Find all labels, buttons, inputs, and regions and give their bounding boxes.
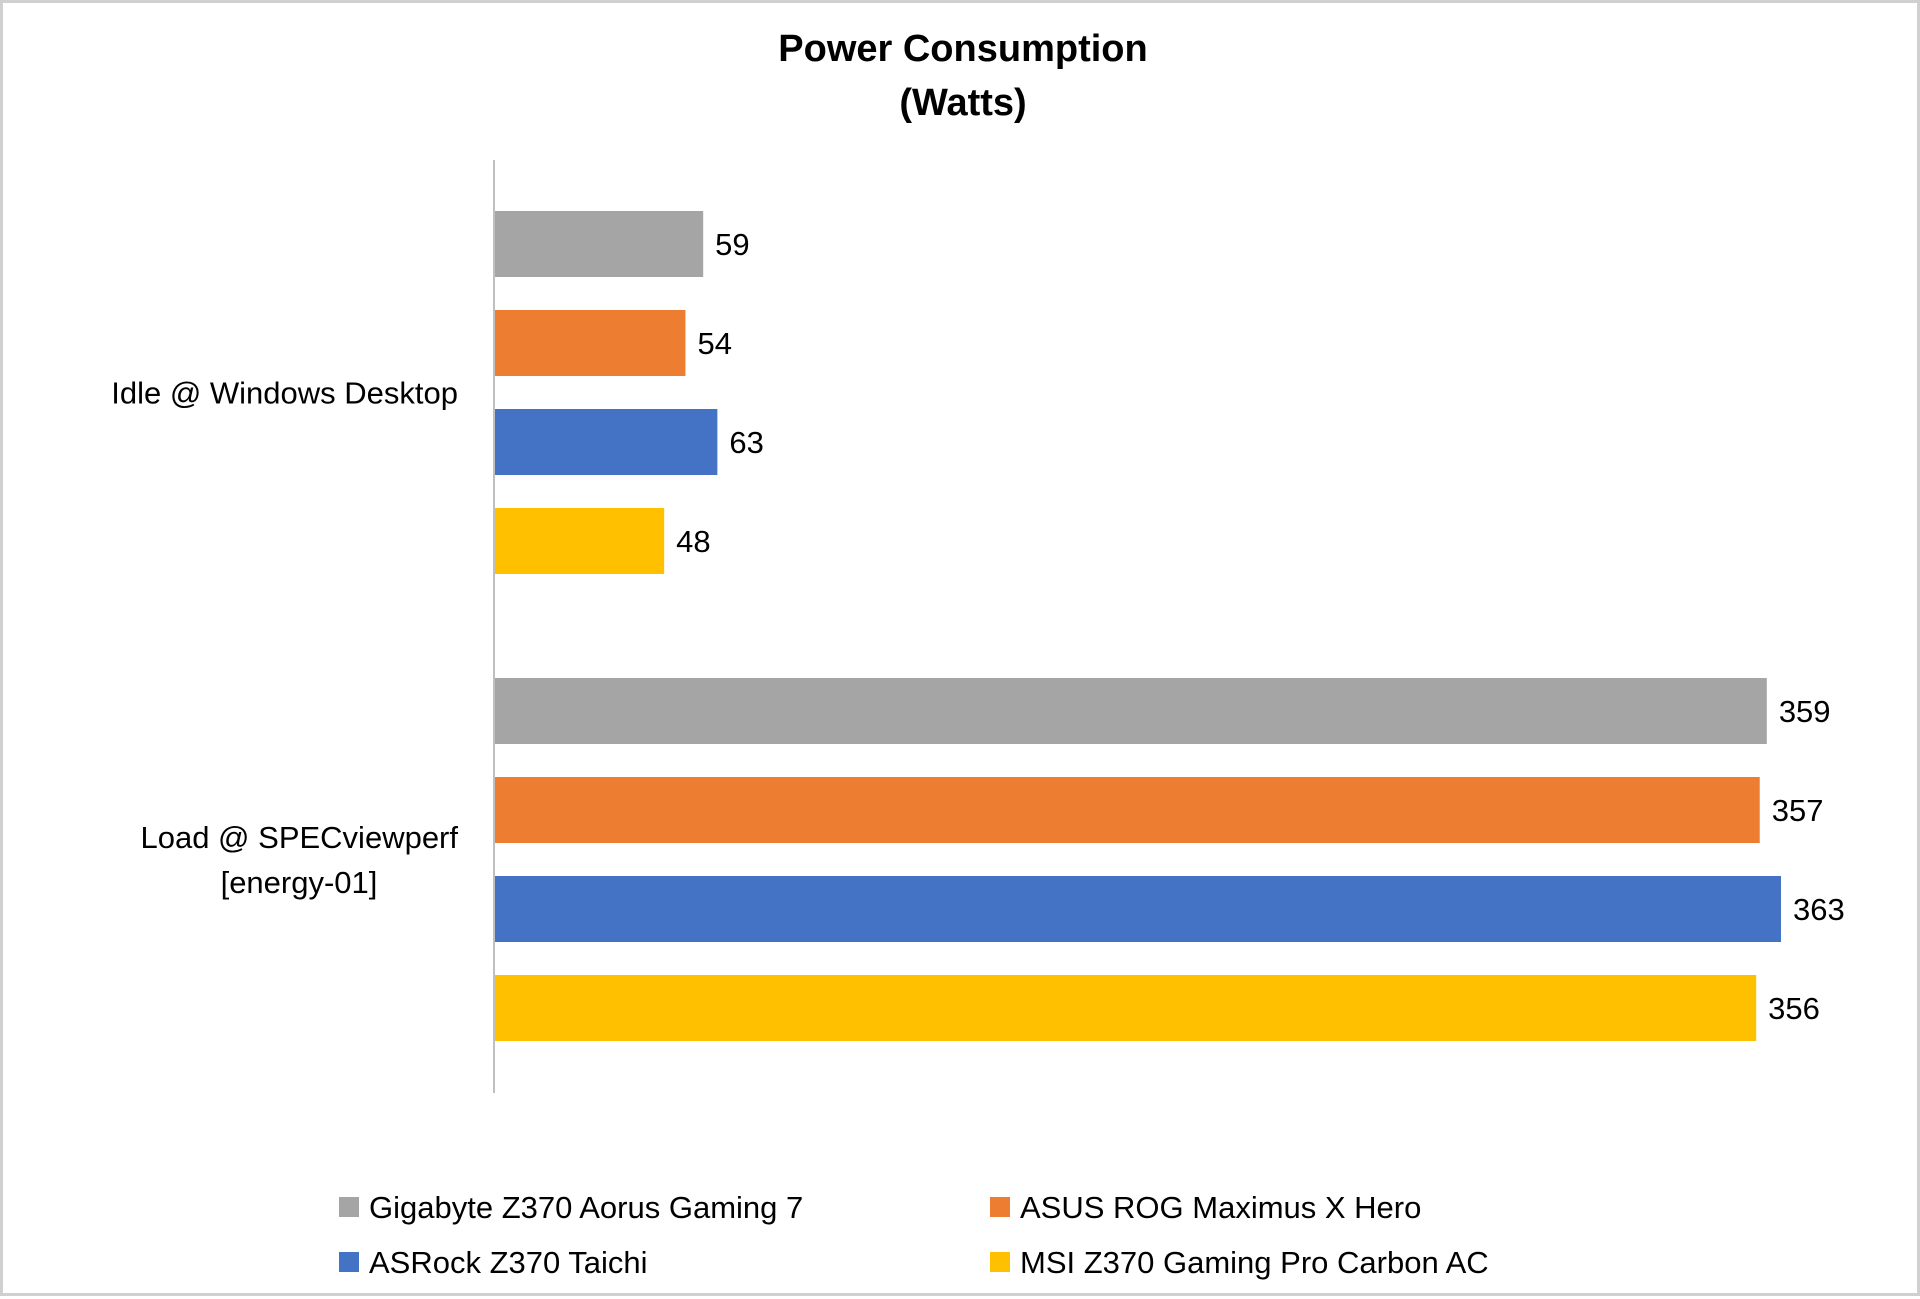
data-labels-layer: 59 54 63 48 359 357 363 356 <box>676 227 1845 1026</box>
category-label: Idle @ Windows Desktop <box>111 376 458 411</box>
bar-gigabyte-z370-aorus-gaming-7-idle <box>494 211 704 277</box>
data-label: 363 <box>1793 892 1845 927</box>
power-consumption-chart: Power Consumption (Watts) 59 54 63 48 359 357… <box>111 28 1845 1280</box>
legend-label: ASUS ROG Maximus X Hero <box>1020 1190 1421 1225</box>
bar-msi-z370-gaming-pro-carbon-ac-load <box>494 975 1757 1041</box>
legend-item-msi-z370-gaming-pro-carbon-ac: MSI Z370 Gaming Pro Carbon AC <box>990 1245 1489 1280</box>
legend-label: MSI Z370 Gaming Pro Carbon AC <box>1020 1245 1489 1280</box>
category-label: [energy-01] <box>221 865 378 900</box>
data-label: 359 <box>1779 694 1831 729</box>
legend: Gigabyte Z370 Aorus Gaming 7 ASUS ROG Max… <box>339 1190 1489 1280</box>
legend-label: Gigabyte Z370 Aorus Gaming 7 <box>369 1190 803 1225</box>
legend-swatch <box>339 1252 359 1272</box>
legend-item-gigabyte-z370-aorus-gaming-7: Gigabyte Z370 Aorus Gaming 7 <box>339 1190 803 1225</box>
data-label: 357 <box>1772 793 1824 828</box>
bar-asrock-z370-taichi-load <box>494 876 1781 942</box>
bar-asus-rog-maximus-x-hero-load <box>494 777 1760 843</box>
data-label: 48 <box>676 524 710 559</box>
data-label: 54 <box>697 326 731 361</box>
category-labels-layer: Idle @ Windows Desktop Load @ SPECviewper… <box>111 376 458 901</box>
legend-swatch <box>990 1197 1010 1217</box>
data-label: 356 <box>1768 991 1820 1026</box>
bar-msi-z370-gaming-pro-carbon-ac-idle <box>494 508 665 574</box>
bar-gigabyte-z370-aorus-gaming-7-load <box>494 678 1767 744</box>
legend-label: ASRock Z370 Taichi <box>369 1245 648 1280</box>
chart-subtitle: (Watts) <box>899 82 1026 124</box>
legend-item-asus-rog-maximus-x-hero: ASUS ROG Maximus X Hero <box>990 1190 1421 1225</box>
legend-swatch <box>339 1197 359 1217</box>
category-label: Load @ SPECviewperf <box>140 820 458 855</box>
data-label: 63 <box>729 425 763 460</box>
bar-asus-rog-maximus-x-hero-idle <box>494 310 686 376</box>
data-label: 59 <box>715 227 749 262</box>
legend-item-asrock-z370-taichi: ASRock Z370 Taichi <box>339 1245 648 1280</box>
bar-asrock-z370-taichi-idle <box>494 409 718 475</box>
bars-layer <box>494 211 1781 1041</box>
chart-title: Power Consumption <box>778 28 1147 70</box>
legend-swatch <box>990 1252 1010 1272</box>
